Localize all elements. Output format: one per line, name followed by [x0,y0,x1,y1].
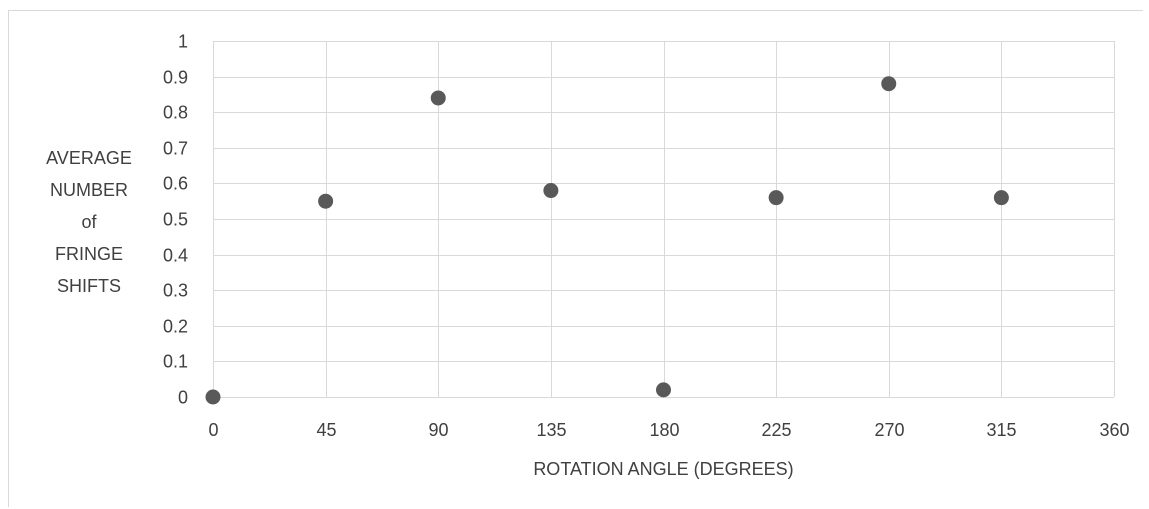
x-tick-label: 0 [208,420,218,440]
chart-frame [8,10,1143,507]
y-tick-label: 0.9 [163,68,188,88]
y-tick-label: 0.4 [163,246,188,266]
y-tick-label: 0.6 [163,174,188,194]
x-tick-label: 90 [428,420,448,440]
y-tick-label: 0.7 [163,139,188,159]
x-tick-label: 270 [874,420,904,440]
x-tick-label: 180 [649,420,679,440]
y-tick-label: 0.8 [163,103,188,123]
y-axis-title-line: of [81,212,97,232]
x-axis-title: ROTATION ANGLE (DEGREES) [533,459,793,479]
data-point [656,382,671,398]
data-point [993,190,1009,206]
y-axis-title-line: AVERAGE [46,148,132,168]
y-tick-label: 0.1 [163,352,188,372]
x-tick-label: 315 [986,420,1016,440]
data-point [543,183,559,199]
data-points [205,76,1009,405]
grid [213,41,1115,398]
y-tick-label: 0.5 [163,210,188,230]
y-tick-label: 1 [178,32,188,52]
data-point [768,190,784,206]
y-tick-label: 0.3 [163,281,188,301]
y-tick-label: 0.2 [163,317,188,337]
y-tick-label: 0 [178,388,188,408]
x-axis-tick-labels: 0 45 90 135 180 225 270 315 360 [208,420,1129,440]
data-point [205,389,221,405]
y-axis-title-line: SHIFTS [57,276,121,296]
x-tick-label: 225 [761,420,791,440]
y-axis-title: AVERAGE NUMBER of FRINGE SHIFTS [46,148,132,296]
x-tick-label: 360 [1099,420,1129,440]
y-axis-title-line: NUMBER [50,180,128,200]
data-point [881,76,897,92]
data-point [430,90,446,106]
x-tick-label: 45 [316,420,336,440]
y-axis-title-line: FRINGE [55,244,123,264]
y-axis-tick-labels: 0 0.1 0.2 0.3 0.4 0.5 0.6 0.7 0.8 0.9 1 [163,32,188,408]
data-point [318,193,334,209]
x-tick-label: 135 [536,420,566,440]
